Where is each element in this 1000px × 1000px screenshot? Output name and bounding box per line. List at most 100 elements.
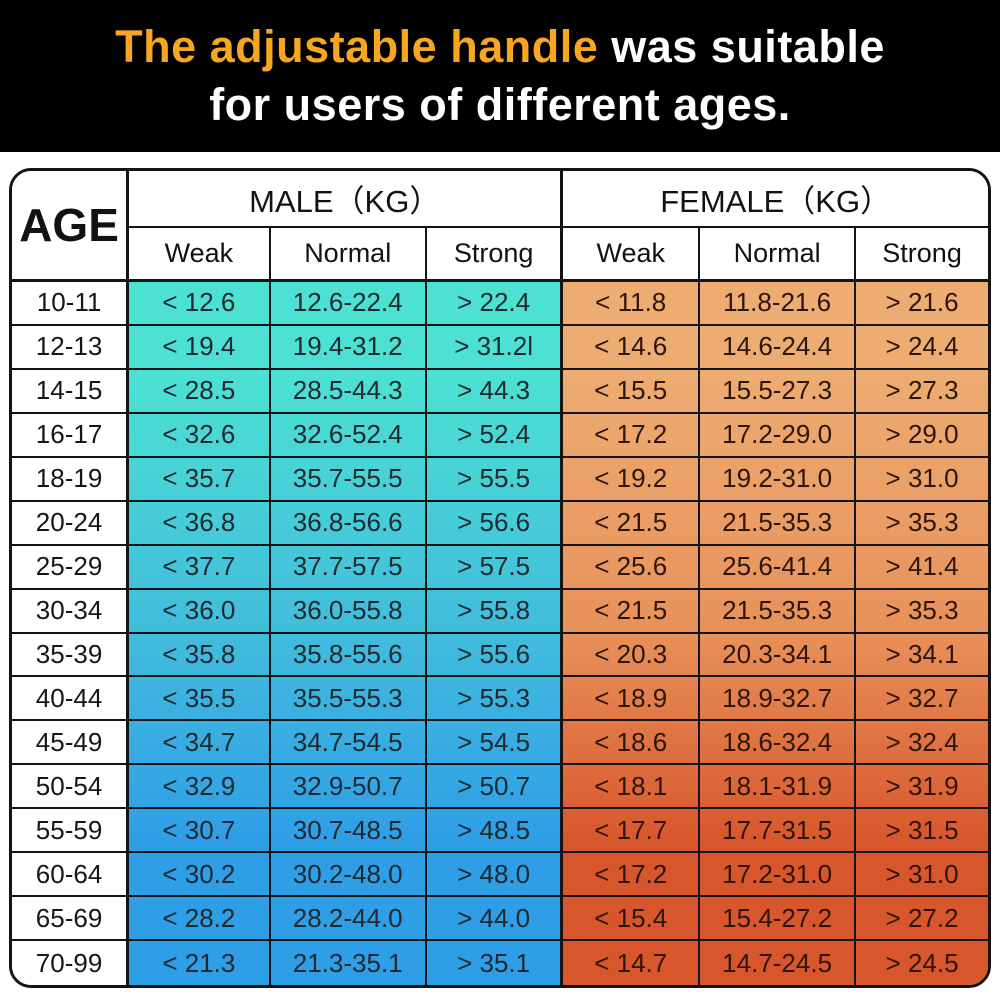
male-strong-cell: > 35.1 — [427, 941, 564, 985]
male-weak-cell: < 35.7 — [129, 457, 271, 502]
male-normal-cell: 34.7-54.5 — [270, 721, 427, 766]
age-cell: 12-13 — [12, 325, 130, 370]
female-weak-cell: < 21.5 — [563, 589, 701, 634]
male-strong-cell: > 55.8 — [426, 589, 564, 634]
male-weak-cell: < 21.3 — [129, 941, 271, 985]
female-weak-cell: < 14.7 — [563, 941, 701, 985]
female-weak-header: Weak — [563, 228, 701, 282]
female-strong-cell: > 31.0 — [856, 853, 988, 898]
age-cell: 14-15 — [12, 369, 130, 414]
male-strong-cell: > 48.0 — [426, 853, 564, 898]
female-weak-cell: < 19.2 — [563, 457, 701, 502]
female-weak-cell: < 20.3 — [563, 633, 701, 678]
age-cell: 35-39 — [12, 633, 130, 678]
male-normal-cell: 12.6-22.4 — [270, 282, 427, 326]
female-normal-cell: 18.6-32.4 — [700, 721, 857, 766]
banner-rest-text: was suitable — [598, 20, 885, 72]
age-cell: 25-29 — [12, 545, 130, 590]
female-weak-cell: < 18.6 — [563, 721, 701, 766]
male-weak-cell: < 35.8 — [129, 633, 271, 678]
age-cell: 16-17 — [12, 413, 130, 458]
male-strong-cell: > 44.0 — [426, 897, 564, 942]
female-weak-cell: < 18.1 — [563, 765, 701, 810]
age-cell: 30-34 — [12, 589, 130, 634]
male-normal-header: Normal — [270, 228, 427, 282]
female-normal-cell: 15.4-27.2 — [700, 897, 857, 942]
age-column-header: AGE — [12, 171, 130, 282]
female-normal-cell: 18.1-31.9 — [700, 765, 857, 810]
male-normal-cell: 32.6-52.4 — [270, 413, 427, 458]
male-weak-cell: < 19.4 — [129, 325, 271, 370]
age-cell: 65-69 — [12, 897, 130, 942]
male-normal-cell: 35.8-55.6 — [270, 633, 427, 678]
age-cell: 60-64 — [12, 853, 130, 898]
male-normal-cell: 37.7-57.5 — [270, 545, 427, 590]
female-weak-cell: < 17.7 — [563, 809, 701, 854]
male-strong-cell: > 50.7 — [426, 765, 564, 810]
female-strong-cell: > 31.5 — [856, 809, 988, 854]
male-normal-cell: 30.2-48.0 — [270, 853, 427, 898]
banner-highlight-text: The adjustable handle — [115, 20, 599, 72]
female-normal-cell: 25.6-41.4 — [700, 545, 857, 590]
female-strong-cell: > 31.0 — [856, 458, 988, 502]
female-normal-cell: 11.8-21.6 — [700, 282, 857, 326]
male-normal-cell: 28.2-44.0 — [270, 897, 427, 942]
female-weak-cell: < 11.8 — [563, 282, 701, 326]
female-normal-header: Normal — [700, 228, 857, 282]
banner-line-2: for users of different ages. — [209, 79, 791, 130]
female-weak-cell: < 21.5 — [563, 501, 701, 546]
age-cell: 40-44 — [12, 677, 130, 722]
female-strong-cell: > 34.1 — [856, 634, 988, 678]
male-weak-header: Weak — [129, 228, 271, 282]
male-weak-cell: < 28.2 — [129, 897, 271, 942]
female-normal-cell: 17.2-29.0 — [700, 413, 857, 458]
male-strong-cell: > 56.6 — [426, 501, 564, 546]
male-strong-cell: > 54.5 — [426, 721, 564, 766]
male-weak-cell: < 30.7 — [129, 809, 271, 854]
female-weak-cell: < 15.4 — [563, 897, 701, 942]
female-normal-cell: 17.2-31.0 — [700, 853, 857, 898]
female-normal-cell: 19.2-31.0 — [700, 457, 857, 502]
female-weak-cell: < 18.9 — [563, 677, 701, 722]
female-weak-cell: < 25.6 — [563, 545, 701, 590]
age-cell: 70-99 — [12, 941, 130, 985]
male-normal-cell: 36.8-56.6 — [270, 501, 427, 546]
banner: The adjustable handle was suitable for u… — [0, 0, 1000, 152]
male-weak-cell: < 32.9 — [129, 765, 271, 810]
male-weak-cell: < 36.0 — [129, 589, 271, 634]
age-cell: 45-49 — [12, 721, 130, 766]
female-strong-cell: > 27.3 — [856, 370, 988, 414]
male-weak-cell: < 35.5 — [129, 677, 271, 722]
male-normal-cell: 19.4-31.2 — [270, 325, 427, 370]
male-strong-cell: > 55.6 — [426, 633, 564, 678]
female-normal-cell: 21.5-35.3 — [700, 589, 857, 634]
male-group-header: MALE（KG） — [129, 171, 564, 228]
male-normal-cell: 30.7-48.5 — [270, 809, 427, 854]
female-strong-cell: > 35.3 — [856, 590, 988, 634]
male-weak-cell: < 32.6 — [129, 413, 271, 458]
male-weak-cell: < 28.5 — [129, 369, 271, 414]
banner-line-1: The adjustable handle was suitable — [115, 18, 885, 77]
male-strong-cell: > 55.5 — [426, 457, 564, 502]
female-strong-cell: > 29.0 — [856, 414, 988, 458]
male-strong-cell: > 55.3 — [426, 677, 564, 722]
female-strong-cell: > 31.9 — [856, 765, 988, 810]
female-strong-cell: > 32.4 — [856, 721, 988, 766]
male-normal-cell: 35.5-55.3 — [270, 677, 427, 722]
age-cell: 18-19 — [12, 457, 130, 502]
male-weak-cell: < 12.6 — [129, 282, 271, 326]
male-strong-cell: > 52.4 — [426, 413, 564, 458]
female-normal-cell: 21.5-35.3 — [700, 501, 857, 546]
male-gradient-bg — [129, 282, 564, 985]
female-weak-cell: < 14.6 — [563, 325, 701, 370]
male-weak-cell: < 30.2 — [129, 853, 271, 898]
male-normal-cell: 21.3-35.1 — [271, 941, 427, 985]
age-cell: 55-59 — [12, 809, 130, 854]
male-normal-cell: 35.7-55.5 — [270, 457, 427, 502]
male-normal-cell: 36.0-55.8 — [270, 589, 427, 634]
male-weak-cell: < 37.7 — [129, 545, 271, 590]
female-gradient-bg — [563, 282, 988, 985]
male-normal-cell: 28.5-44.3 — [270, 369, 427, 414]
male-weak-cell: < 36.8 — [129, 501, 271, 546]
